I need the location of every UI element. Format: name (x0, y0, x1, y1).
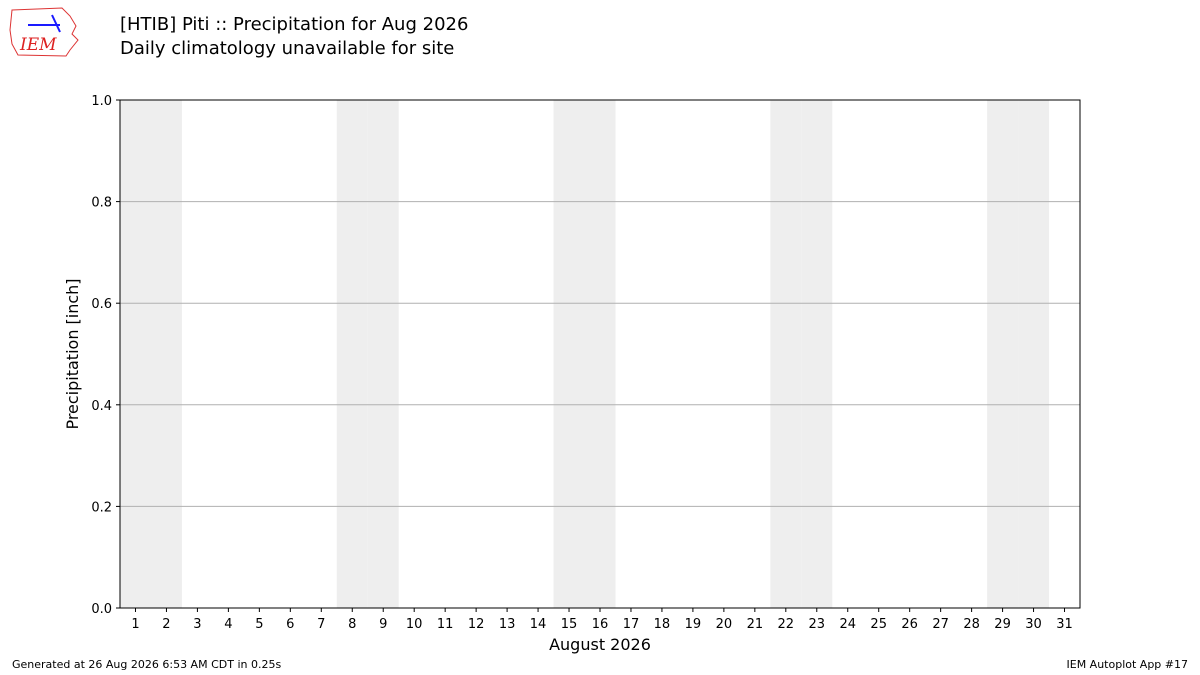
x-tick-label: 30 (1025, 617, 1042, 632)
weekend-band (770, 100, 802, 608)
y-axis-label: Precipitation [inch] (63, 278, 82, 429)
weekend-band (150, 100, 182, 608)
x-tick-label: 14 (530, 617, 547, 632)
weekend-band (553, 100, 585, 608)
x-tick-label: 6 (286, 617, 294, 632)
x-tick-label: 22 (778, 617, 795, 632)
x-tick-label: 2 (162, 617, 170, 632)
x-tick-label: 25 (870, 617, 887, 632)
x-tick-label: 7 (317, 617, 325, 632)
x-tick-label: 4 (224, 617, 232, 632)
logo: IEM (9, 7, 79, 57)
logo-outline (9, 7, 79, 57)
x-tick-label: 11 (437, 617, 454, 632)
chart-title: [HTIB] Piti :: Precipitation for Aug 202… (120, 14, 468, 35)
x-tick-label: 12 (468, 617, 485, 632)
weekend-band (584, 100, 616, 608)
x-tick-label: 29 (994, 617, 1011, 632)
x-tick-label: 1 (131, 617, 139, 632)
x-tick-label: 28 (963, 617, 980, 632)
plot-frame (119, 99, 1081, 609)
x-tick-label: 9 (379, 617, 387, 632)
x-tick-label: 27 (932, 617, 949, 632)
x-tick-label: 17 (623, 617, 640, 632)
x-tick-label: 18 (654, 617, 671, 632)
x-tick-label: 24 (839, 617, 856, 632)
weekend-band (367, 100, 399, 608)
plot-area: 0.00.20.40.60.81.01 2 3 4 5 6 7 8 9 10 11 12 13 14 15 1… (91, 94, 1081, 632)
x-tick-label: 26 (901, 617, 918, 632)
y-tick-label: 1.0 (91, 94, 112, 109)
weekend-band (987, 100, 1019, 608)
x-axis-label: August 2026 (549, 635, 651, 654)
logo-icon (51, 14, 61, 33)
weekend-band (120, 100, 151, 608)
footer-left: Generated at 26 Aug 2026 6:53 AM CDT in … (12, 658, 281, 671)
weekend-band (336, 100, 368, 608)
x-tick-label: 31 (1056, 617, 1073, 632)
y-tick-label: 0.4 (91, 399, 112, 414)
x-tick-label: 21 (747, 617, 764, 632)
x-tick-label: 13 (499, 617, 516, 632)
x-tick-label: 8 (348, 617, 356, 632)
x-tick-label: 20 (716, 617, 733, 632)
x-tick-label: 15 (561, 617, 578, 632)
x-tick-label: 5 (255, 617, 263, 632)
y-tick-label: 0.6 (91, 297, 112, 312)
logo-text: IEM (19, 35, 57, 55)
weekend-band (1018, 100, 1050, 608)
weekend-band (801, 100, 833, 608)
y-tick-label: 0.0 (91, 602, 112, 617)
x-tick-label: 19 (685, 617, 702, 632)
x-tick-label: 16 (592, 617, 609, 632)
chart-subtitle: Daily climatology unavailable for site (120, 38, 454, 59)
x-tick-label: 23 (809, 617, 826, 632)
x-tick-label: 10 (406, 617, 423, 632)
x-tick-label: 3 (193, 617, 201, 632)
y-tick-label: 0.2 (91, 500, 112, 515)
footer-right: IEM Autoplot App #17 (1067, 658, 1189, 671)
y-tick-label: 0.8 (91, 196, 112, 211)
